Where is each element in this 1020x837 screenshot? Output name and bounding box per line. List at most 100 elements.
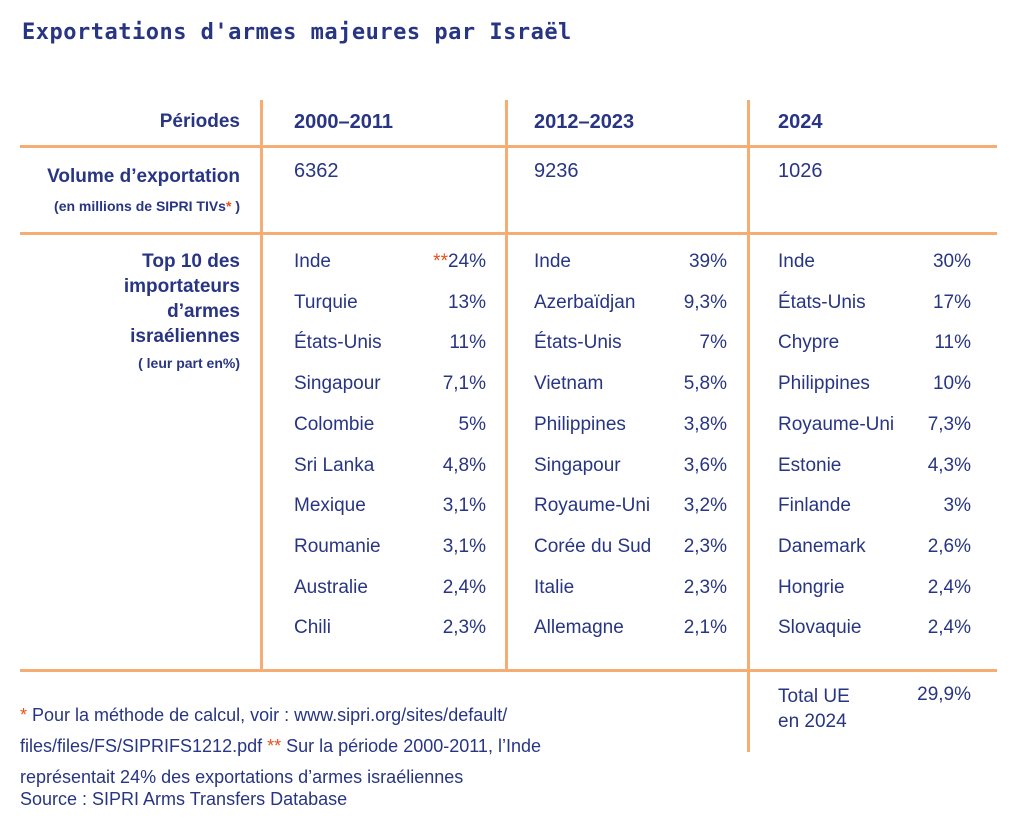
divider-volume xyxy=(20,232,997,235)
importer-name: Philippines xyxy=(778,373,870,395)
volume-unit-close: ) xyxy=(231,198,240,214)
importer-share-value: 2,4% xyxy=(442,576,486,598)
top10-unit: ( leur part en%) xyxy=(138,355,240,371)
importer-name: Azerbaïdjan xyxy=(534,291,636,313)
period-header: 2012–2023 xyxy=(534,111,635,133)
importer-share: 2,3% xyxy=(647,536,727,558)
importer-name: États-Unis xyxy=(534,332,622,354)
importer-share: 13% xyxy=(406,292,486,314)
importer-share: 7,3% xyxy=(891,414,971,436)
importer-share-value: 3,1% xyxy=(442,535,486,557)
importer-name: Estonie xyxy=(778,454,842,476)
importer-share: 10% xyxy=(891,373,971,395)
volume-label: Volume d’exportation xyxy=(47,166,240,187)
volume-unit-text: (en millions de SIPRI TIVs xyxy=(54,198,226,214)
importer-share: 2,4% xyxy=(891,577,971,599)
importer-share-value: 3,8% xyxy=(683,413,727,435)
importer-name: Turquie xyxy=(294,291,358,313)
importer-share-value: 3% xyxy=(943,495,971,517)
importer-share: 17% xyxy=(891,292,971,314)
top10-label-line: Top 10 des xyxy=(142,251,240,272)
importer-share-value: 9,3% xyxy=(683,291,727,313)
importer-name: Italie xyxy=(534,576,575,598)
importer-name: Finlande xyxy=(778,495,851,517)
importer-share: 4,8% xyxy=(406,455,486,477)
export-volume: 9236 xyxy=(534,160,579,182)
importer-share: 7,1% xyxy=(406,373,486,395)
total-ue-value: 29,9% xyxy=(917,684,971,705)
importer-share: 4,3% xyxy=(891,455,971,477)
top10-label-line: d’armes xyxy=(167,301,240,322)
footnote-marker: * xyxy=(225,198,232,214)
importer-name: Vietnam xyxy=(534,373,604,395)
importer-share: 7% xyxy=(647,332,727,354)
importer-share: 2,4% xyxy=(891,617,971,639)
importer-share-value: 30% xyxy=(932,251,971,272)
importer-share-value: 13% xyxy=(447,291,486,313)
top10-label-line: importateurs xyxy=(123,276,240,297)
footnote: * Pour la méthode de calcul, voir : www.… xyxy=(20,700,620,793)
chart-title: Exportations d'armes majeures par Israël xyxy=(22,20,572,45)
importer-name: Chili xyxy=(294,617,331,639)
importer-share-value: 7,3% xyxy=(927,413,971,435)
importer-name: Royaume-Uni xyxy=(534,495,651,517)
importer-share: 9,3% xyxy=(647,292,727,314)
importer-share: 2,4% xyxy=(406,577,486,599)
export-volume: 1026 xyxy=(778,160,823,182)
importer-share-value: 2,4% xyxy=(927,617,971,639)
importer-share-value: 4,8% xyxy=(442,454,486,476)
importer-share: 5% xyxy=(406,414,486,436)
source: Source : SIPRI Arms Transfers Database xyxy=(20,789,348,809)
importer-share-value: 2,4% xyxy=(927,576,971,598)
importer-share: 3,8% xyxy=(647,414,727,436)
importer-share-value: 5,8% xyxy=(683,373,727,395)
importer-share-value: 3,2% xyxy=(683,495,727,517)
importer-name: Singapour xyxy=(294,373,381,395)
importer-share-value: 11% xyxy=(934,332,971,354)
importer-share: 3,1% xyxy=(406,536,486,558)
importer-share-value: 4,3% xyxy=(927,454,971,476)
importer-name: Inde xyxy=(534,251,571,272)
importer-name: Mexique xyxy=(294,495,366,517)
footnote-text: Pour la méthode de calcul, voir : www.si… xyxy=(20,705,508,756)
top10-label: Top 10 des importateurs d’armes israélie… xyxy=(124,249,240,349)
importer-name: Royaume-Uni xyxy=(778,413,895,435)
importer-name: Chypre xyxy=(778,332,840,354)
importer-name: Hongrie xyxy=(778,576,845,598)
importer-share: 3,1% xyxy=(406,495,486,517)
importer-share-value: 3,1% xyxy=(442,495,486,517)
importer-share-value: 11% xyxy=(449,332,486,354)
period-header: 2024 xyxy=(778,111,823,133)
importer-name: Australie xyxy=(294,576,368,598)
importer-share: 3,6% xyxy=(647,455,727,477)
importer-share: **24% xyxy=(406,251,486,273)
importer-name: Philippines xyxy=(534,413,626,435)
importer-share: 2,3% xyxy=(406,617,486,639)
importer-share: 2,1% xyxy=(647,617,727,639)
importer-share-value: 2,3% xyxy=(683,535,727,557)
importer-share: 39% xyxy=(647,251,727,273)
divider-header xyxy=(20,145,997,148)
importer-share-value: 5% xyxy=(458,413,486,435)
importer-share: 2,6% xyxy=(891,536,971,558)
importer-name: Roumanie xyxy=(294,535,381,557)
importer-share-value: 2,3% xyxy=(442,617,486,639)
importer-name: Singapour xyxy=(534,454,621,476)
importer-share-value: 10% xyxy=(932,373,971,395)
importer-share-value: 2,3% xyxy=(683,576,727,598)
footnote-marker: ** xyxy=(267,736,282,756)
total-ue-label: Total UE en 2024 xyxy=(778,684,850,734)
periods-label: Périodes xyxy=(159,111,240,132)
importer-share-value: 2,6% xyxy=(927,535,971,557)
importer-share-value: 2,1% xyxy=(683,617,727,639)
importer-name: Corée du Sud xyxy=(534,535,652,557)
export-volume: 6362 xyxy=(294,160,339,182)
period-header: 2000–2011 xyxy=(294,111,394,133)
importer-share-value: 24% xyxy=(447,251,486,272)
importer-name: Sri Lanka xyxy=(294,454,375,476)
top10-label-line: israéliennes xyxy=(130,326,240,347)
importer-name: Colombie xyxy=(294,413,375,435)
column-divider xyxy=(505,100,508,672)
importer-name: Inde xyxy=(778,251,815,272)
